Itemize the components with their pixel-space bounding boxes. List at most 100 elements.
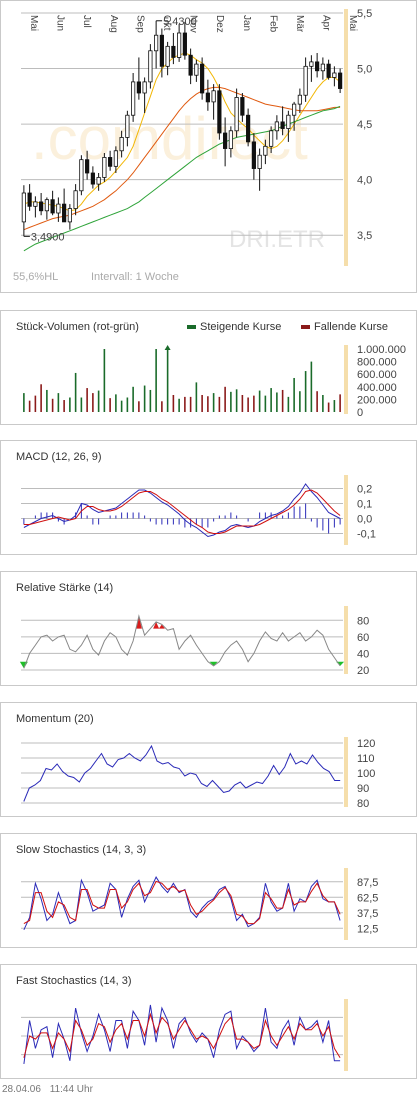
candle-body: [200, 63, 205, 94]
rsi-overbought-area: [135, 616, 142, 629]
candle-body: [131, 81, 136, 116]
month-label: Mai: [347, 15, 358, 31]
candle-body: [280, 121, 285, 129]
candle-body: [90, 172, 95, 185]
slow-stochastics-tick-label: 12,5: [357, 923, 378, 935]
month-label: Jun: [55, 15, 66, 31]
fast-d-line: [23, 1012, 341, 1058]
slow-stochastics-tick-label: 37,5: [357, 908, 378, 920]
legend-up: Steigende Kurse: [187, 321, 281, 333]
slow-stochastics-tick-label: 87,5: [357, 877, 378, 889]
low-label: 3,4900: [31, 231, 65, 243]
today-marker: [344, 9, 348, 266]
interval-label: Intervall: 1 Woche: [91, 271, 179, 283]
symbol-watermark: DRI.ETR: [229, 226, 325, 253]
slow-k-line: [23, 876, 341, 931]
rsi-overbought-area: [158, 624, 165, 629]
month-label: Mär: [294, 15, 305, 33]
month-label: Mai: [28, 15, 39, 31]
candle-body: [286, 114, 291, 129]
candle-body: [315, 61, 320, 72]
price-tick-label: 5,0: [357, 64, 372, 76]
footer-time: 11:44 Uhr: [49, 1084, 93, 1095]
candle-body: [205, 92, 210, 103]
volume-panel: Stück-Volumen (rot-grün) Steigende Kurse…: [0, 310, 417, 425]
volume-overflow-arrow: [164, 345, 171, 350]
candle-body: [125, 114, 130, 138]
today-marker: [344, 606, 348, 674]
price-chart-panel: .comdirect DRI.ETR 5,5 5,0 4,5 4,0 3,5 Mai Jun Ju…: [0, 0, 417, 293]
candle-body: [292, 103, 297, 116]
candle-body: [228, 130, 233, 149]
fast-stochastics-panel: Fast Stochastics (14, 3): [0, 964, 417, 1079]
legend-down-label: Fallende Kurse: [314, 321, 388, 333]
month-label: Nov: [188, 15, 199, 33]
candle-body: [113, 150, 118, 167]
macd-tick-label: 0,0: [357, 514, 372, 526]
candle-body: [188, 54, 193, 76]
legend-down-swatch: [301, 325, 310, 330]
price-tick-label: 4,0: [357, 175, 372, 187]
slow-d-line: [23, 880, 341, 925]
candle-body: [148, 50, 153, 83]
macd-line: [23, 483, 341, 538]
momentum-line: [23, 744, 341, 802]
rsi-tick-label: 20: [357, 665, 369, 677]
candle-body: [269, 130, 274, 147]
volume-tick-label: 200.000: [357, 394, 397, 406]
volume-tick-label: 400.000: [357, 382, 397, 394]
candle-body: [165, 45, 170, 67]
month-label: Feb: [267, 15, 278, 33]
rsi-title: Relative Stärke (14): [16, 582, 114, 594]
momentum-tick-label: 110: [357, 753, 375, 765]
volatility-label: 55,6%HL: [13, 271, 58, 283]
candle-body: [263, 145, 268, 156]
candle-body: [194, 63, 199, 76]
price-tick-label: 3,5: [357, 230, 372, 242]
today-marker: [344, 868, 348, 940]
candle-body: [177, 32, 182, 58]
momentum-tick-label: 120: [357, 738, 375, 750]
candle-body: [27, 192, 32, 207]
legend-up-label: Steigende Kurse: [200, 321, 282, 333]
footer: 28.04.06 11:44 Uhr: [2, 1084, 99, 1095]
candle-body: [85, 159, 90, 174]
comdirect-watermark: .comdirect: [31, 105, 308, 172]
volume-tick-label: 0: [357, 407, 363, 419]
candle-body: [39, 201, 44, 212]
candle-body: [56, 203, 61, 214]
candle-body: [96, 177, 101, 185]
candle-body: [274, 121, 279, 132]
macd-panel: MACD (12, 26, 9) 0,2 0,1 0,0 -0,1: [0, 440, 417, 555]
slow-stochastics-chart: 87,5 62,5 37,5 12,5: [21, 868, 378, 940]
today-marker: [344, 999, 348, 1071]
month-label: Apr: [321, 15, 332, 31]
rsi-line: [23, 614, 341, 669]
macd-title: MACD (12, 26, 9): [16, 451, 102, 463]
macd-tick-label: 0,2: [357, 484, 372, 496]
momentum-tick-label: 90: [357, 783, 369, 795]
price-tick-label: 4,5: [357, 119, 372, 131]
month-label: Okt: [161, 15, 172, 31]
volume-tick-label: 1.000.000: [357, 344, 406, 356]
fast-stochastics-title: Fast Stochastics (14, 3): [16, 975, 132, 987]
candle-body: [119, 137, 124, 152]
high-label: 5,4300: [163, 16, 197, 28]
momentum-tick-label: 80: [357, 798, 369, 810]
candle-body: [79, 159, 84, 192]
sma-mid-line: [23, 86, 341, 231]
month-label: Dez: [214, 15, 225, 33]
rsi-oversold-area: [209, 661, 218, 666]
candle-body: [223, 132, 228, 149]
month-label: Jul: [81, 15, 92, 28]
rsi-tick-label: 40: [357, 648, 369, 660]
momentum-chart: 120 110 100 90 80: [21, 737, 375, 810]
price-tick-label: 5,5: [357, 8, 372, 20]
rsi-tick-label: 80: [357, 615, 369, 627]
momentum-title: Momentum (20): [16, 713, 94, 725]
candle-body: [142, 81, 147, 94]
fast-k-line: [23, 1004, 341, 1064]
candle-body: [246, 114, 251, 143]
macd-chart: 0,2 0,1 0,0 -0,1: [21, 475, 376, 545]
